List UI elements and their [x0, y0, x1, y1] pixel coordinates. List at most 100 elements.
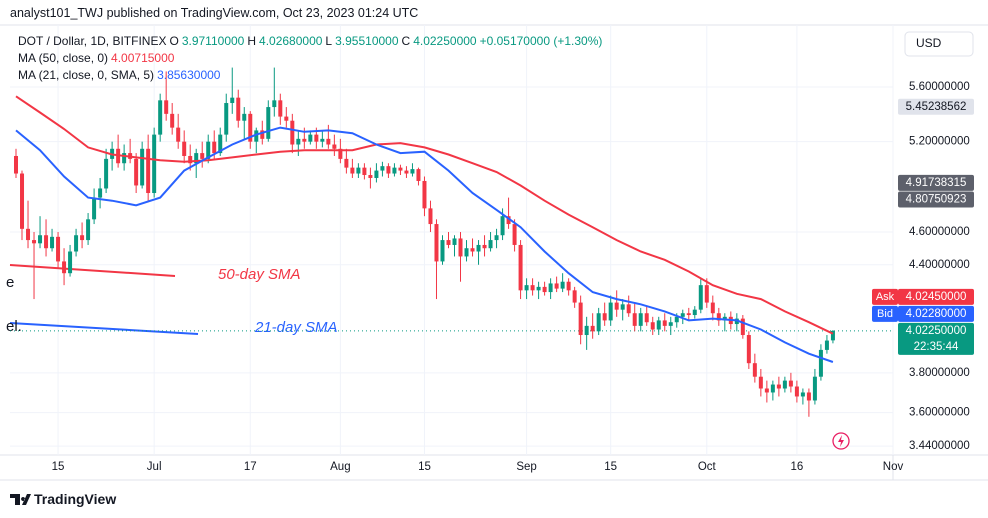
candle-body — [236, 97, 241, 121]
candle-body — [356, 167, 361, 174]
candle-body — [278, 100, 283, 117]
annotation: e — [6, 274, 14, 291]
brand-logo — [10, 494, 31, 505]
candle-body — [212, 141, 217, 154]
candle-body — [290, 120, 295, 145]
candle-body — [506, 216, 511, 225]
candle-body — [302, 138, 307, 142]
symbol: DOT / Dollar, 1D, BITFINEX — [18, 34, 167, 48]
candle-body — [740, 318, 745, 336]
candle-body — [638, 313, 643, 326]
candle-body — [140, 148, 145, 186]
price-badge-label: 4.91738315 — [906, 177, 967, 189]
event-icon-bolt — [838, 435, 844, 447]
candle-body — [824, 340, 829, 350]
price-badge — [898, 98, 974, 115]
quote-tag — [872, 288, 898, 305]
candle-body — [650, 322, 655, 330]
x-tick-label: 15 — [418, 461, 431, 473]
candle-body — [554, 283, 559, 289]
candle-body — [524, 285, 529, 291]
candle-body — [80, 235, 85, 241]
price-badge — [898, 305, 974, 322]
candle-body — [266, 107, 271, 139]
candle-body — [206, 141, 211, 159]
candle-body — [782, 380, 787, 389]
candle-body — [248, 113, 253, 142]
candle-body — [644, 313, 649, 323]
ma-line — [15, 95, 834, 335]
candle-body — [770, 384, 775, 393]
candle-body — [26, 228, 31, 241]
ohlc-value: 3.97110000 — [181, 34, 245, 48]
ohlc-change: +0.05170000 (+1.30%) — [479, 34, 603, 48]
candle-body — [68, 251, 73, 274]
x-tick-label: Nov — [883, 461, 904, 473]
candle-body — [716, 313, 721, 321]
candle-body — [272, 100, 277, 108]
candle-body — [812, 376, 817, 401]
ohlc-key: O — [169, 34, 179, 48]
candle-body — [596, 313, 601, 332]
candle-body — [404, 170, 409, 174]
candle-body — [314, 134, 319, 142]
candle-body — [320, 138, 325, 142]
candle-body — [152, 134, 157, 194]
candle-body — [674, 316, 679, 323]
candle-body — [176, 127, 181, 142]
candle-body — [422, 180, 427, 209]
candle-body — [620, 304, 625, 310]
ma-line — [15, 126, 834, 363]
candle-body — [230, 97, 235, 104]
ohlc-value: 4.02250000 — [413, 34, 477, 48]
candle-body — [698, 285, 703, 310]
candle-body — [98, 188, 103, 198]
currency-button — [904, 31, 974, 57]
candle-body — [686, 313, 691, 316]
candle-body — [434, 224, 439, 262]
candle-body — [332, 144, 337, 149]
annotation: el. — [6, 318, 22, 335]
candle-body — [656, 320, 661, 330]
candle-body — [296, 138, 301, 145]
candle-body — [224, 103, 229, 135]
legend-ma50: MA (50, close, 0) 4.00715000 — [18, 51, 177, 65]
candle-body — [764, 388, 769, 393]
x-tick-label: Aug — [330, 461, 350, 473]
last-price-badge — [898, 322, 974, 355]
candle-body — [164, 100, 169, 114]
price-badge-label: 5.45238562 — [906, 101, 967, 113]
candle-body — [50, 236, 55, 249]
candle-body — [104, 158, 109, 189]
legend-name: MA (21, close, 0, SMA, 5) — [18, 68, 155, 82]
candle-body — [134, 158, 139, 186]
legend-name: MA (50, close, 0) — [18, 51, 109, 65]
candle-body — [476, 244, 481, 252]
candle-body — [368, 175, 373, 178]
candle-body — [362, 167, 367, 176]
candle-body — [662, 320, 667, 326]
annotation: 50-day SMA — [218, 266, 301, 283]
candle-body — [20, 173, 25, 229]
ohlc-key: H — [247, 34, 257, 48]
candle-body — [428, 208, 433, 225]
brand: TradingView — [34, 491, 117, 507]
candle-body — [494, 235, 499, 241]
currency: USD — [916, 36, 942, 50]
candle-body — [626, 304, 631, 314]
candle-body — [374, 170, 379, 178]
candle-body — [830, 330, 835, 341]
trend-line — [9, 322, 199, 335]
candle-body — [32, 240, 37, 244]
candle-body — [218, 134, 223, 154]
candle-body — [74, 235, 79, 252]
candle-body — [440, 240, 445, 262]
candle-body — [122, 153, 127, 164]
x-tick-label: 16 — [790, 461, 803, 473]
countdown: 22:35:44 — [914, 341, 959, 353]
price-badge — [898, 174, 974, 191]
event-icon — [832, 432, 850, 450]
candle-body — [536, 286, 541, 291]
